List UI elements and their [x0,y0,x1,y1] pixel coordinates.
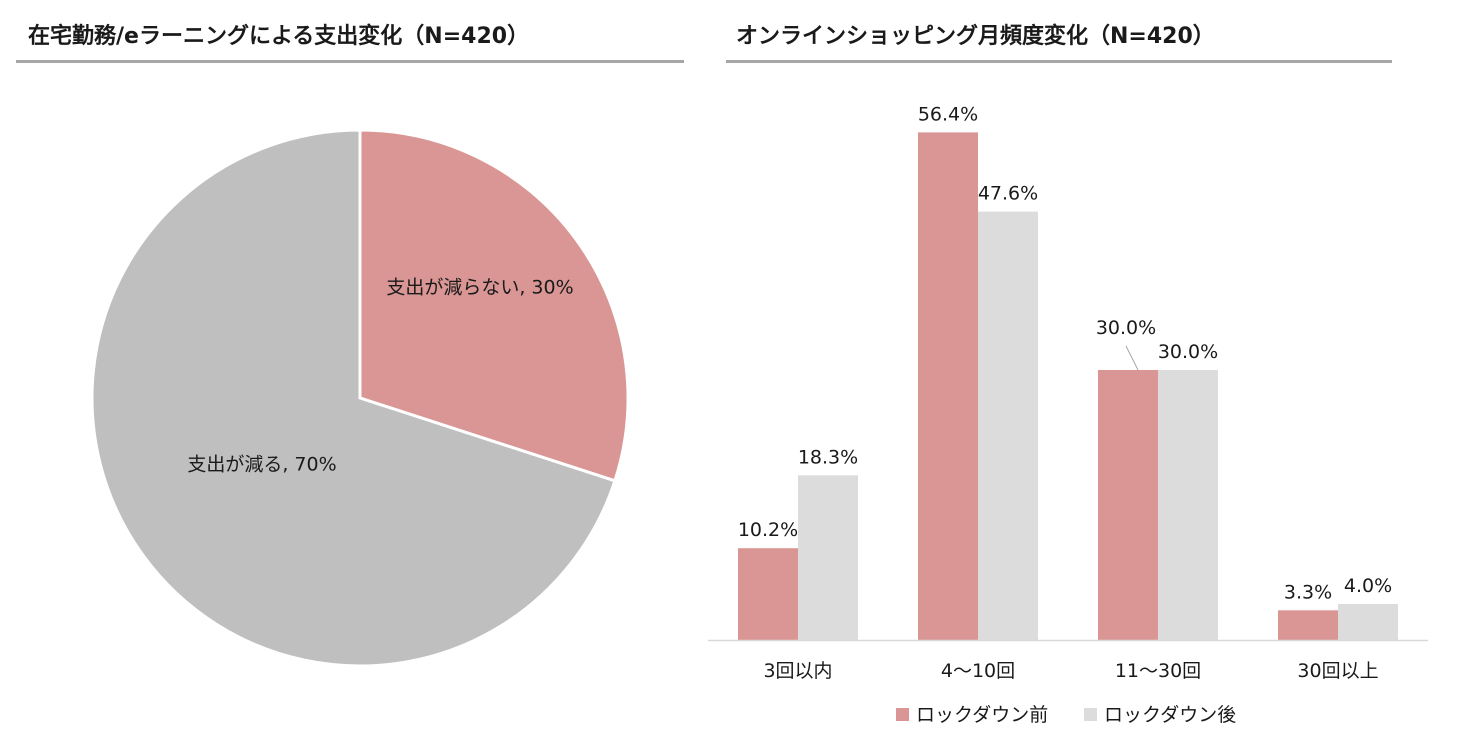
bar-title-divider [726,60,1392,63]
bar [1158,370,1218,640]
x-tick-label: 4〜10回 [941,660,1015,682]
x-tick-label: 30回以上 [1297,660,1378,682]
bar-value-label: 18.3% [798,446,858,468]
x-tick-label: 3回以内 [763,660,832,682]
leader-line [1125,345,1139,371]
bar [798,475,858,640]
bar-value-label: 30.0% [1096,317,1156,339]
legend-swatch [896,708,909,721]
bar-chart-title: オンラインショッピング月頻度変化（N=420） [736,24,1215,49]
bar [1098,370,1158,640]
bar [738,548,798,640]
pie-chart-title: 在宅勤務/eラーニングによる支出変化（N=420） [28,24,530,49]
bar-value-label: 56.4% [918,103,978,125]
bar-value-label: 4.0% [1344,575,1392,597]
bar [1338,604,1398,640]
bar-value-label: 47.6% [978,183,1038,205]
bar [918,132,978,640]
bar-value-label: 10.2% [738,519,798,541]
pie-slice [358,128,630,483]
legend-label: ロックダウン後 [1104,704,1236,726]
bar-value-label: 3.3% [1284,581,1332,603]
x-tick-label: 11〜30回 [1115,660,1201,682]
legend-label: ロックダウン前 [916,704,1048,726]
bar [978,211,1038,640]
pie-title-divider [16,60,684,63]
bar [1278,610,1338,640]
pie-slice-label: 支出が減らない, 30% [386,277,573,299]
pie-slice-label: 支出が減る, 70% [187,454,336,476]
bar-value-label: 30.0% [1158,341,1218,363]
pie-slice [90,128,617,668]
legend-swatch [1084,708,1097,721]
